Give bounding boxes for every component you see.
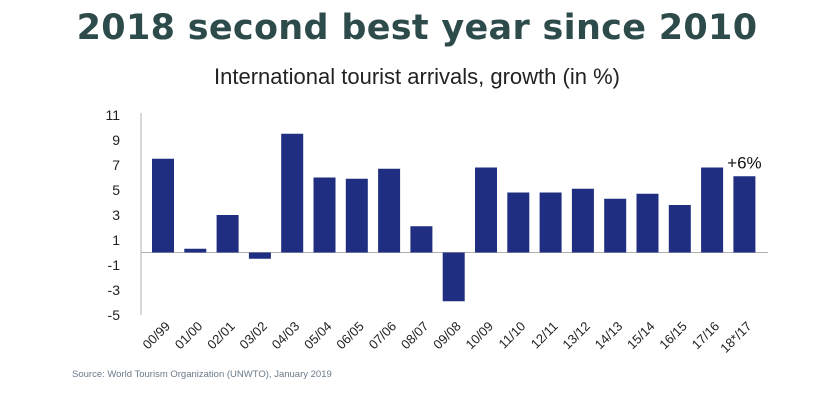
y-tick-label: 5: [112, 182, 120, 198]
x-tick-label: 02/01: [204, 319, 238, 353]
bar: [636, 193, 659, 253]
x-tick-label: 07/06: [366, 319, 400, 353]
y-tick-label: -5: [108, 307, 121, 323]
chart-title: 2018 second best year since 2010: [76, 8, 758, 48]
bars-group: [152, 133, 756, 302]
bar: [668, 205, 691, 253]
x-tick-label: 16/15: [656, 319, 690, 353]
bar: [539, 192, 562, 253]
y-tick-label: 11: [105, 107, 120, 123]
data-label-annotation: +6%: [727, 153, 762, 172]
bar: [571, 188, 594, 253]
x-tick-label: 14/13: [592, 319, 626, 353]
bar: [152, 158, 174, 253]
x-tick-label: 11/10: [495, 319, 528, 352]
bar: [701, 167, 724, 253]
bar: [216, 215, 239, 253]
y-tick-label: 1: [112, 232, 120, 248]
y-tick-label: -3: [108, 282, 121, 298]
bar: [507, 192, 530, 253]
x-tick-label: 03/02: [236, 319, 270, 353]
bar: [733, 176, 756, 253]
bar: [475, 167, 497, 253]
bar: [184, 248, 207, 253]
y-tick-label: -1: [108, 257, 121, 273]
y-tick-label: 7: [112, 157, 120, 173]
x-tick-label: 08/07: [398, 319, 432, 353]
x-tick-label: 15/14: [624, 319, 658, 353]
bar: [345, 178, 368, 253]
x-tick-label: 01/00: [172, 319, 206, 353]
x-tick-label: 12/11: [528, 319, 561, 352]
x-tick-label: 05/04: [301, 319, 335, 353]
bar: [410, 226, 433, 253]
x-tick-label: 17/16: [689, 319, 723, 353]
x-tick-label: 18*/17: [717, 319, 754, 356]
chart-subtitle: International tourist arrivals, growth (…: [214, 64, 620, 89]
annotations: +6%: [727, 153, 762, 172]
x-tick-label: 10/09: [463, 319, 497, 353]
bar: [313, 177, 336, 253]
x-tick-label: 06/05: [333, 319, 367, 353]
x-tick-labels: 00/9901/0002/0103/0204/0305/0406/0507/06…: [140, 319, 755, 356]
bar: [604, 198, 627, 253]
bar: [281, 133, 304, 253]
y-tick-label: 3: [112, 207, 120, 223]
y-tick-label: 9: [112, 132, 120, 148]
x-tick-label: 09/08: [430, 319, 464, 353]
x-tick-label: 04/03: [269, 319, 303, 353]
x-tick-label: 13/12: [559, 319, 593, 353]
x-tick-label: 00/99: [140, 319, 174, 353]
bar: [248, 252, 271, 259]
y-tick-labels: 11 9 7 5 3 1 -1 -3 -5: [105, 107, 120, 323]
bar: [442, 252, 465, 302]
bar: [378, 168, 401, 253]
source-note: Source: World Tourism Organization (UNWT…: [72, 369, 332, 380]
